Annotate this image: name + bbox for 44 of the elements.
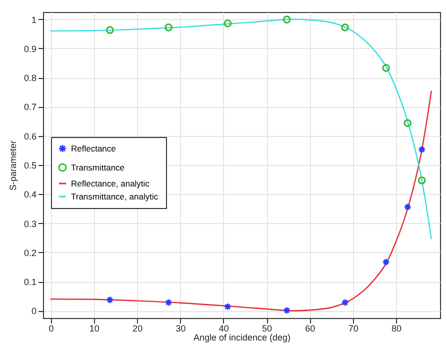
x-axis-title: Angle of incidence (deg) <box>193 332 291 342</box>
x-tick-label: 10 <box>89 324 100 334</box>
point <box>106 26 114 34</box>
y-tick-label: 0.8 <box>24 73 36 84</box>
y-tick-label: 0.4 <box>24 190 36 200</box>
point <box>418 176 426 184</box>
x-tick-label: 60 <box>305 324 316 334</box>
y-tick-label: 0.2 <box>24 248 36 258</box>
y-tick-label: 0.5 <box>24 160 36 170</box>
point <box>282 306 291 314</box>
y-tick-label: 0.3 <box>24 218 36 229</box>
y-tick-label: 0.9 <box>24 44 36 54</box>
line-series <box>50 18 432 240</box>
y-tick-label: 0 <box>31 306 36 316</box>
point <box>382 258 390 266</box>
y-tick-label: 0.7 <box>24 102 36 112</box>
point <box>382 64 390 72</box>
point <box>224 19 232 28</box>
x-tick-label: 40 <box>218 324 229 334</box>
legend-label: Reflectance <box>71 144 116 154</box>
point <box>106 296 114 304</box>
x-tick-label: 20 <box>132 324 143 334</box>
point <box>404 119 412 127</box>
point <box>224 302 232 311</box>
x-tick-label: 50 <box>262 324 272 334</box>
point <box>418 146 426 154</box>
x-tick-label: 0 <box>48 324 54 334</box>
point <box>164 298 172 306</box>
legend-label: Transmittance, analytic <box>71 192 159 202</box>
point <box>341 24 349 32</box>
point <box>164 24 172 32</box>
point <box>282 16 291 24</box>
x-tick-label: 70 <box>348 324 358 334</box>
legend-label: Reflectance, analytic <box>71 178 150 188</box>
legend-label: Transmittance <box>71 162 125 172</box>
line-series <box>50 90 432 312</box>
y-axis-title: S-parameter <box>8 140 18 191</box>
point <box>404 203 412 211</box>
point <box>341 298 349 306</box>
y-tick-label: 1 <box>31 14 36 25</box>
x-tick-label: 80 <box>391 324 402 334</box>
y-tick-label: 0.6 <box>24 131 36 142</box>
x-tick-label: 30 <box>176 324 186 334</box>
y-tick-label: 0.1 <box>24 277 36 288</box>
